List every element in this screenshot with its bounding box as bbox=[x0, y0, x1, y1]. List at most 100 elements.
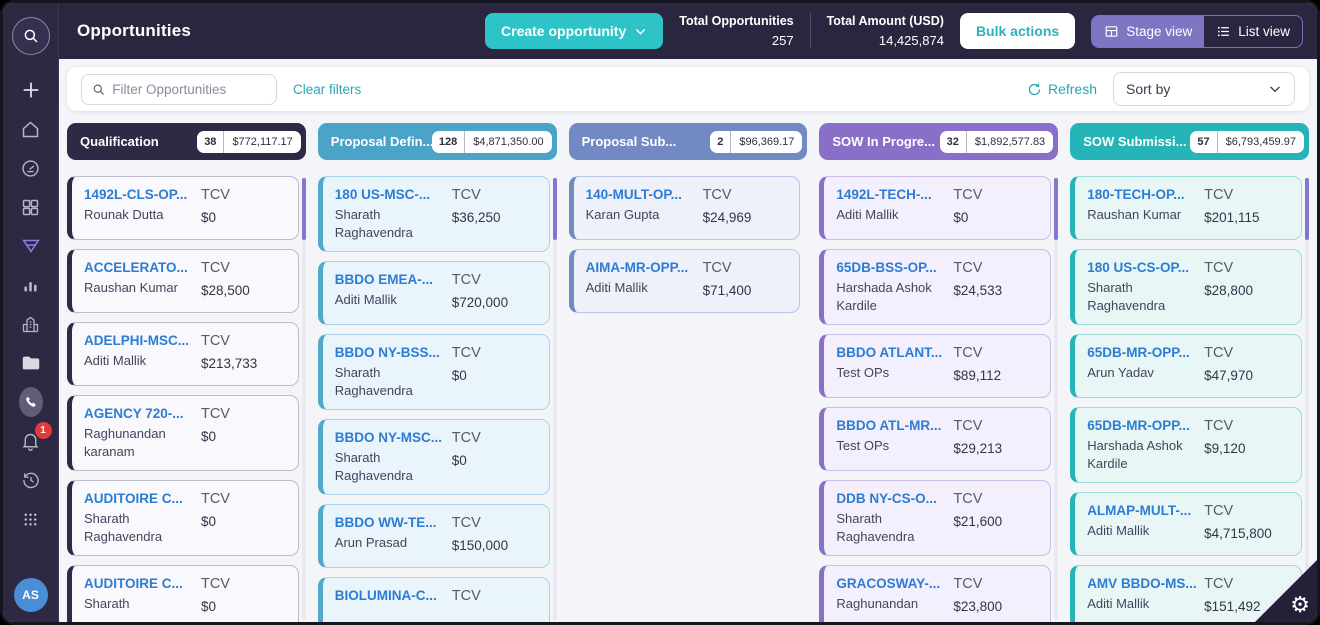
opportunity-card[interactable]: BBDO NY-MSC... Sharath Raghavendra TCV $0 bbox=[317, 419, 550, 496]
column-title: SOW In Progre... bbox=[832, 134, 935, 149]
opportunity-owner: Karan Gupta bbox=[585, 207, 660, 222]
opportunity-link[interactable]: GRACOSWAY-... bbox=[836, 576, 941, 592]
opportunity-card[interactable]: 1492L-CLS-OP... Rounak Dutta TCV $0 bbox=[67, 176, 299, 240]
tcv-label: TCV bbox=[953, 187, 983, 203]
stat-divider bbox=[809, 13, 811, 49]
opportunity-card[interactable]: AUDITOIRE C... Sharath Raghavendra TCV $0 bbox=[67, 480, 299, 557]
opportunity-card[interactable]: DDB NY-CS-O... Sharath Raghavendra TCV $21,… bbox=[819, 480, 1052, 557]
opportunity-link[interactable]: 180 US-MSC-... bbox=[334, 187, 431, 202]
create-opportunity-button[interactable]: Create opportunity bbox=[485, 13, 664, 49]
opportunity-card[interactable]: 180 US-MSC-... Sharath Raghavendra TCV $36,… bbox=[317, 176, 550, 253]
opportunity-link[interactable]: 65DB-BSS-OP... bbox=[836, 260, 937, 275]
settings-gear-icon[interactable]: ⚙ bbox=[1290, 593, 1310, 618]
opportunity-card[interactable]: ADELPHI-MSC... Aditi Mallik TCV $213,733 bbox=[67, 322, 299, 386]
opportunity-card[interactable]: 180-TECH-OP... Raushan Kumar TCV $201,115 bbox=[1070, 176, 1302, 240]
opportunity-card[interactable]: BBDO EMEA-... Aditi Mallik TCV $720,000 bbox=[317, 261, 550, 326]
opportunity-card[interactable]: BBDO NY-BSS... Sharath Raghavendra TCV $0 bbox=[317, 334, 550, 411]
app-launcher-icon[interactable] bbox=[19, 507, 43, 531]
kanban-column: Proposal Sub... 2 $96,369.17 140-MULT-OP...… bbox=[568, 123, 808, 622]
opportunity-link[interactable]: 65DB-MR-OPP... bbox=[1087, 418, 1190, 434]
opportunity-card[interactable]: BBDO ATL-MR... Test OPs TCV $29,213 bbox=[819, 407, 1052, 472]
opportunity-link[interactable]: 1492L-TECH-... bbox=[836, 187, 932, 202]
opportunity-link[interactable]: BBDO ATL-MR... bbox=[836, 418, 942, 434]
stage-view-button[interactable]: Stage view bbox=[1092, 15, 1205, 47]
sort-by-dropdown[interactable]: Sort by bbox=[1113, 72, 1295, 106]
folder-icon[interactable] bbox=[19, 351, 43, 375]
opportunity-card[interactable]: 180 US-CS-OP... Sharath Raghavendra TCV $28… bbox=[1070, 249, 1302, 326]
opportunity-link[interactable]: BBDO NY-MSC... bbox=[334, 430, 443, 446]
opportunity-card[interactable]: BBDO WW-TE... Arun Prasad TCV $150,000 bbox=[317, 504, 550, 569]
opportunity-link[interactable]: AMV BBDO-MS... bbox=[1087, 576, 1197, 592]
notification-badge: 1 bbox=[34, 422, 52, 439]
column-header[interactable]: Proposal Defin... 128 $4,871,350.00 bbox=[317, 123, 557, 160]
dashboard-icon[interactable] bbox=[19, 156, 43, 180]
tcv-label: TCV bbox=[1204, 503, 1234, 520]
avatar[interactable]: AS bbox=[13, 578, 48, 612]
clear-filters-link[interactable]: Clear filters bbox=[293, 81, 362, 97]
history-icon[interactable] bbox=[19, 468, 43, 492]
opportunity-link[interactable]: 180-TECH-OP... bbox=[1087, 187, 1185, 202]
opportunity-link[interactable]: BIOLUMINA-C... bbox=[334, 588, 437, 604]
funnel-icon[interactable] bbox=[19, 234, 43, 258]
opportunity-card[interactable]: GRACOSWAY-... Raghunandan TCV $23,800 bbox=[819, 565, 1052, 622]
column-header[interactable]: Qualification 38 $772,117.17 bbox=[67, 123, 306, 160]
opportunity-link[interactable]: AUDITOIRE C... bbox=[84, 576, 183, 592]
column-scrollbar-track bbox=[1054, 178, 1059, 620]
column-header[interactable]: SOW In Progre... 32 $1,892,577.83 bbox=[819, 123, 1059, 160]
opportunity-card[interactable]: 65DB-MR-OPP... Arun Yadav TCV $47,970 bbox=[1070, 334, 1302, 399]
search-icon[interactable] bbox=[11, 17, 50, 55]
opportunity-link[interactable]: ACCELERATO... bbox=[84, 260, 188, 275]
opportunity-card[interactable]: 65DB-MR-OPP... Harshada Ashok Kardile TCV $… bbox=[1070, 407, 1302, 484]
opportunity-card[interactable]: 140-MULT-OP... Karan Gupta TCV $24,969 bbox=[568, 176, 801, 240]
column-scrollbar-thumb[interactable] bbox=[1304, 178, 1309, 240]
opportunity-tcv: TCV $0 bbox=[201, 491, 286, 545]
filter-opportunities-input[interactable] bbox=[112, 81, 266, 97]
column-summary: 128 $4,871,350.00 bbox=[431, 130, 552, 153]
column-header[interactable]: Proposal Sub... 2 $96,369.17 bbox=[568, 123, 808, 160]
opportunity-card-left: 65DB-MR-OPP... Arun Yadav bbox=[1087, 345, 1196, 387]
bell-icon[interactable]: 1 bbox=[19, 422, 52, 453]
opportunity-link[interactable]: DDB NY-CS-O... bbox=[836, 491, 937, 507]
opportunity-link[interactable]: BBDO EMEA-... bbox=[334, 272, 434, 288]
opportunity-tcv: TCV $29,213 bbox=[953, 418, 1038, 460]
opportunity-link[interactable]: 140-MULT-OP... bbox=[585, 187, 682, 202]
building-icon[interactable] bbox=[19, 312, 43, 336]
opportunity-card[interactable]: BBDO ATLANT... Test OPs TCV $89,112 bbox=[819, 334, 1052, 399]
opportunity-card[interactable]: BIOLUMINA-C... TCV bbox=[317, 577, 550, 622]
opportunity-link[interactable]: AUDITOIRE C... bbox=[84, 491, 183, 507]
opportunity-card[interactable]: 1492L-TECH-... Aditi Mallik TCV $0 bbox=[819, 176, 1052, 240]
apps-grid-icon[interactable] bbox=[19, 195, 43, 219]
column-scrollbar-thumb[interactable] bbox=[552, 178, 557, 240]
column-header[interactable]: SOW Submissi... 57 $6,793,459.97 bbox=[1070, 123, 1309, 160]
bar-chart-icon[interactable] bbox=[19, 273, 43, 297]
opportunity-owner: Raushan Kumar bbox=[84, 280, 178, 295]
opportunity-link[interactable]: BBDO WW-TE... bbox=[334, 515, 437, 531]
plus-icon[interactable] bbox=[19, 78, 43, 102]
opportunity-card[interactable]: AIMA-MR-OPP... Aditi Mallik TCV $71,400 bbox=[568, 249, 801, 313]
opportunity-card-left: 1492L-CLS-OP... Rounak Dutta bbox=[84, 187, 193, 229]
column-scrollbar-thumb[interactable] bbox=[301, 178, 306, 240]
opportunity-link[interactable]: AIMA-MR-OPP... bbox=[585, 260, 689, 275]
opportunity-link[interactable]: ADELPHI-MSC... bbox=[84, 333, 190, 348]
opportunity-link[interactable]: AGENCY 720-... bbox=[84, 406, 184, 421]
opportunity-owner: Aditi Mallik bbox=[84, 353, 147, 368]
home-icon[interactable] bbox=[19, 117, 43, 141]
opportunity-card[interactable]: ACCELERATO... Raushan Kumar TCV $28,500 bbox=[67, 249, 299, 313]
opportunity-link[interactable]: 180 US-CS-OP... bbox=[1087, 260, 1189, 275]
column-scrollbar-thumb[interactable] bbox=[1054, 178, 1059, 240]
refresh-button[interactable]: Refresh bbox=[1027, 81, 1097, 97]
tcv-label: TCV bbox=[953, 418, 983, 435]
opportunity-card[interactable]: AGENCY 720-... Raghunandan karanam TCV $0 bbox=[67, 395, 299, 472]
bulk-actions-button[interactable]: Bulk actions bbox=[959, 13, 1076, 49]
opportunity-card[interactable]: AUDITOIRE C... Sharath TCV $0 bbox=[67, 565, 299, 622]
phone-icon[interactable] bbox=[18, 387, 43, 417]
opportunity-link[interactable]: BBDO NY-BSS... bbox=[334, 345, 440, 361]
list-view-button[interactable]: List view bbox=[1204, 16, 1302, 47]
opportunity-link[interactable]: 1492L-CLS-OP... bbox=[84, 187, 188, 202]
opportunity-link[interactable]: 65DB-MR-OPP... bbox=[1087, 345, 1190, 361]
opportunity-link[interactable]: ALMAP-MULT-... bbox=[1087, 503, 1192, 519]
opportunity-card[interactable]: ALMAP-MULT-... Aditi Mallik TCV $4,715,800 bbox=[1070, 492, 1302, 557]
opportunity-card[interactable]: 65DB-BSS-OP... Harshada Ashok Kardile TCV $… bbox=[819, 249, 1052, 326]
opportunity-link[interactable]: BBDO ATLANT... bbox=[836, 345, 943, 361]
